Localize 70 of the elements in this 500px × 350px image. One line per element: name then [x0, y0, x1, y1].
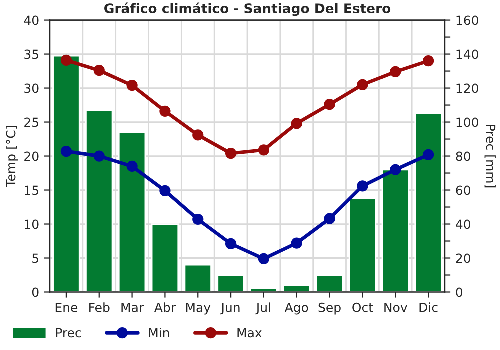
- point: [160, 106, 171, 117]
- y2-tick-label: 60: [456, 186, 470, 196]
- x-tick-label: May: [186, 303, 211, 315]
- y2-axis-title: Prec [mm]: [484, 125, 496, 188]
- y-tick-label: 25: [24, 118, 38, 128]
- y-tick-label: 15: [25, 186, 38, 196]
- x-tick-label: Abr: [154, 302, 176, 312]
- bar: [151, 224, 180, 292]
- x-tick-label: Sep: [318, 302, 341, 315]
- point: [324, 99, 336, 110]
- y2-tick-label: 20: [456, 254, 470, 264]
- y2-tick-label: 120: [456, 84, 478, 94]
- y2-tick-label: 40: [456, 220, 470, 230]
- point: [390, 66, 402, 78]
- y2-tick-label: 0: [456, 288, 463, 298]
- point: [324, 213, 336, 224]
- point: [225, 148, 237, 160]
- x-tick-label: Jun: [220, 303, 240, 315]
- chart-title: Gráfico climático - Santiago Del Estero: [104, 2, 391, 16]
- point: [291, 118, 302, 130]
- x-tick-label: Ago: [284, 303, 308, 315]
- bar: [316, 274, 344, 292]
- y2-tick-label: 80: [456, 152, 470, 162]
- legend-label: Prec: [56, 328, 82, 338]
- point: [60, 146, 72, 158]
- y-tick-label: 5: [32, 254, 38, 264]
- legend-label: Max: [238, 328, 262, 338]
- x-tick-label: Feb: [90, 302, 110, 312]
- point: [192, 130, 204, 141]
- y-axis-title: Temp [°C]: [6, 126, 18, 188]
- point: [126, 80, 138, 92]
- point: [94, 65, 105, 76]
- y-tick-label: 35: [24, 50, 38, 60]
- y2-tick-label: 100: [456, 118, 478, 128]
- bar: [184, 264, 212, 292]
- y2-tick-label: 160: [456, 16, 478, 26]
- x-tick-label: Mar: [122, 303, 144, 312]
- y-tick-label: 30: [24, 84, 39, 94]
- point: [160, 185, 171, 197]
- bar: [382, 169, 410, 292]
- bar: [118, 132, 146, 292]
- x-tick-label: Ene: [56, 303, 78, 312]
- point: [126, 160, 138, 172]
- bar: [86, 110, 114, 292]
- point: [258, 144, 270, 156]
- point: [390, 164, 402, 176]
- bar: [414, 113, 442, 292]
- point: [258, 253, 270, 264]
- x-tick-label: Jul: [256, 302, 270, 315]
- bar: [52, 55, 80, 292]
- point: [422, 56, 434, 67]
- point: [357, 180, 368, 192]
- point: [94, 150, 105, 162]
- y2-tick-label: 140: [456, 50, 478, 60]
- point: [357, 79, 368, 90]
- x-tick-label: Dic: [420, 302, 438, 312]
- point: [60, 54, 72, 66]
- legend-label: Min: [149, 328, 170, 338]
- point: [192, 214, 204, 226]
- y-tick-label: 40: [24, 16, 39, 26]
- x-tick-label: Oct: [352, 302, 374, 312]
- y-tick-label: 10: [25, 220, 39, 230]
- y-tick-label: 0: [32, 288, 39, 298]
- bar: [217, 274, 245, 292]
- x-tick-label: Nov: [384, 303, 408, 312]
- y-tick-label: 20: [24, 152, 39, 162]
- point: [422, 149, 434, 160]
- point: [291, 238, 302, 249]
- bar: [348, 198, 377, 292]
- point: [225, 238, 237, 250]
